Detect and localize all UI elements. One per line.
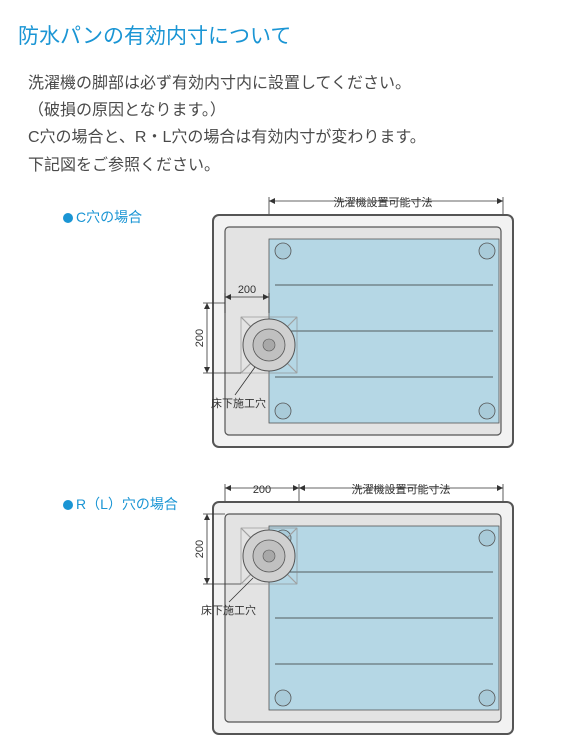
dim-v-value: 200 bbox=[194, 540, 206, 558]
body-text: 洗濯機の脚部は必ず有効内寸内に設置してください。 （破損の原因となります。） C… bbox=[28, 70, 545, 179]
bullet-icon bbox=[63, 500, 73, 510]
case-c-label-text: C穴の場合 bbox=[76, 209, 142, 225]
body-line: 下記図をご参照ください。 bbox=[28, 152, 545, 179]
body-line: （破損の原因となります。） bbox=[28, 97, 545, 124]
case-rl-label-text: R（L）穴の場合 bbox=[76, 496, 178, 512]
dim-top-200: 200 bbox=[225, 484, 299, 502]
diagram-case-rl: R（L）穴の場合 200 洗濯機設置可能寸法 bbox=[63, 484, 545, 749]
dim-v-value: 200 bbox=[194, 329, 206, 347]
pan-diagram-c: 洗濯機設置可能寸法 bbox=[183, 197, 543, 457]
svg-wrap-c: 洗濯機設置可能寸法 bbox=[183, 197, 545, 462]
foot-pad bbox=[275, 690, 291, 706]
svg-wrap-rl: 200 洗濯機設置可能寸法 bbox=[183, 484, 545, 749]
dim-h-value: 200 bbox=[238, 284, 256, 296]
drain-label-text: 床下施工穴 bbox=[211, 396, 266, 410]
diagram-case-c: C穴の場合 洗濯機設置可能寸法 bbox=[63, 197, 545, 462]
top-dim-label: 洗濯機設置可能寸法 bbox=[352, 484, 451, 496]
foot-pad bbox=[275, 403, 291, 419]
foot-pad bbox=[479, 243, 495, 259]
drain-trap-center bbox=[263, 550, 275, 562]
body-line: C穴の場合と、R・L穴の場合は有効内寸が変わります。 bbox=[28, 124, 545, 151]
drain-label-text: 床下施工穴 bbox=[201, 603, 256, 617]
bullet-icon bbox=[63, 213, 73, 223]
top-dim-label: 洗濯機設置可能寸法 bbox=[334, 197, 433, 209]
case-c-label: C穴の場合 bbox=[63, 207, 142, 227]
body-line: 洗濯機の脚部は必ず有効内寸内に設置してください。 bbox=[28, 70, 545, 97]
pan-diagram-rl: 200 洗濯機設置可能寸法 bbox=[183, 484, 543, 744]
foot-pad bbox=[479, 690, 495, 706]
foot-pad bbox=[479, 530, 495, 546]
foot-pad bbox=[275, 243, 291, 259]
dim-h-value: 200 bbox=[253, 484, 271, 496]
dim-top-install: 洗濯機設置可能寸法 bbox=[299, 484, 503, 502]
foot-pad bbox=[479, 403, 495, 419]
page-title: 防水パンの有効内寸について bbox=[18, 20, 545, 50]
drain-trap-center bbox=[263, 339, 275, 351]
case-rl-label: R（L）穴の場合 bbox=[63, 494, 178, 514]
